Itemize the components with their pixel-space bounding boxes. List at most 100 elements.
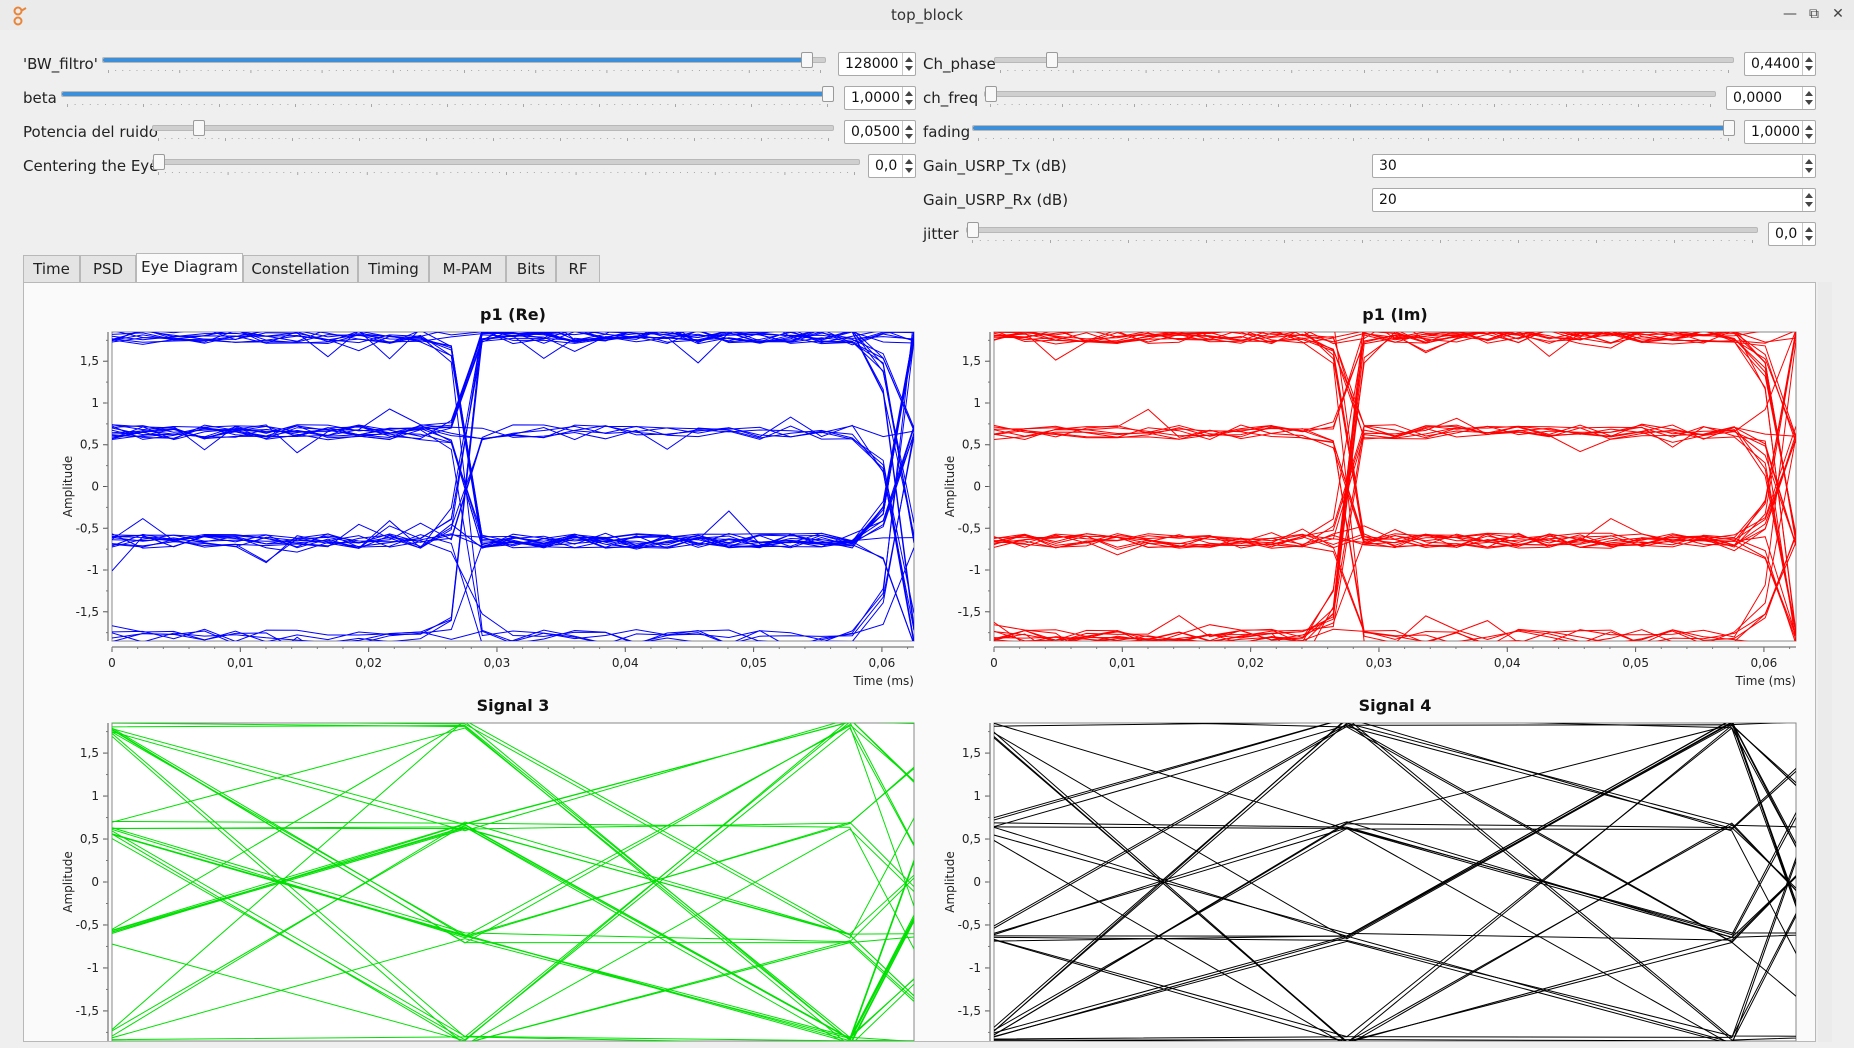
spin-up-icon[interactable] [1805,125,1813,130]
minimize-icon[interactable]: — [1783,6,1797,22]
jitter-slider-handle[interactable] [967,222,979,238]
plot-2: Signal 3 1,5 1 0,5 0 -0,5 -1 -1,5 Amplitude [61,696,915,1042]
eye-trace [112,833,914,1038]
potencia-ruido-spinbox[interactable]: 0,0500 [844,120,916,144]
fading-spinbox[interactable]: 1,0000 [1744,120,1816,144]
panel-scrollbar[interactable] [1818,282,1832,1042]
gain-rx-spinbox[interactable]: 20 [1372,188,1816,212]
title-bar: top_block — ⧉ ✕ [0,0,1854,30]
gain-tx-label: Gain_USRP_Tx (dB) [923,157,1067,175]
y-tick-label: -1,5 [76,605,99,619]
spin-up-icon[interactable] [905,125,913,130]
tab-constellation[interactable]: Constellation [243,255,358,282]
x-tick-label: 0,03 [1366,656,1393,670]
y-tick-label: -1,5 [76,1004,99,1018]
y-tick-label: -0,5 [76,918,99,932]
y-tick-label: 1 [91,789,99,803]
spin-up-icon[interactable] [1805,227,1813,232]
x-tick-label: 0,06 [1751,656,1778,670]
spin-down-icon[interactable] [1805,236,1813,241]
beta-spinbox[interactable]: 1,0000 [844,86,916,110]
centering-eye-slider-handle[interactable] [153,154,165,170]
beta-value: 1,0000 [851,90,900,106]
eye-trace [994,737,1796,1041]
ch-freq-slider-handle[interactable] [985,86,997,102]
eye-trace [994,427,1796,641]
jitter-slider[interactable] [966,222,1758,243]
x-tick-label: 0,05 [740,656,767,670]
spin-down-icon[interactable] [1805,134,1813,139]
ch-phase-spinbox[interactable]: 0,4400 [1744,52,1816,76]
eye-trace [286,723,914,939]
tab-bits[interactable]: Bits [506,255,556,282]
bw-filtro-label: 'BW_filtro' [23,55,98,73]
spin-up-icon[interactable] [905,91,913,96]
beta-slider[interactable] [61,86,834,107]
x-axis-label: Time (ms) [853,674,915,688]
centering-eye-slider[interactable] [152,154,860,175]
spin-down-icon[interactable] [905,66,913,71]
ch-phase-slider-handle[interactable] [1045,52,1058,68]
plot-title: p1 (Re) [480,305,546,324]
eye-trace [112,332,914,545]
eye-trace [112,723,914,1041]
spin-down-icon[interactable] [1805,168,1813,173]
eye-trace [994,724,1796,1041]
tab-psd[interactable]: PSD [80,255,136,282]
spin-up-icon[interactable] [1805,91,1813,96]
spin-up-icon[interactable] [905,57,913,62]
fading-slider-handle[interactable] [1723,120,1735,136]
x-tick-label: 0,01 [227,656,254,670]
eye-trace [112,332,902,564]
spin-up-icon[interactable] [905,159,913,164]
gain-tx-spinbox[interactable]: 30 [1372,154,1816,178]
spin-down-icon[interactable] [905,100,913,105]
y-tick-label: -0,5 [958,918,981,932]
tab-time[interactable]: Time [23,255,80,282]
tab-eye-diagram[interactable]: Eye Diagram [136,253,243,283]
x-tick-label: 0 [108,656,116,670]
eye-trace [994,826,1796,1041]
spin-down-icon[interactable] [905,168,913,173]
eye-diagram-panel: p1 (Re) 1,5 1 0,5 0 -0,5 -1 -1,5 Amplitude 0 0,01 0… [23,282,1816,1042]
spin-down-icon[interactable] [1805,66,1813,71]
y-tick-label: 1,5 [962,746,981,760]
bw-filtro-slider[interactable] [102,52,826,73]
restore-icon[interactable]: ⧉ [1809,6,1819,22]
spin-down-icon[interactable] [1805,202,1813,207]
jitter-value: 0,0 [1775,226,1798,242]
bw-filtro-spinbox[interactable]: 128000 [838,52,916,76]
ch-phase-slider[interactable] [994,52,1734,73]
spin-down-icon[interactable] [905,134,913,139]
spin-up-icon[interactable] [1805,57,1813,62]
eye-trace [1160,723,1796,997]
potencia-ruido-slider-handle[interactable] [193,120,206,136]
tab-rf[interactable]: RF [556,255,600,282]
centering-eye-label: Centering the Eye [23,157,159,175]
ch-freq-slider[interactable] [984,86,1716,107]
bw-filtro-slider-handle[interactable] [800,52,813,68]
potencia-ruido-slider[interactable] [152,120,834,141]
close-icon[interactable]: ✕ [1832,6,1844,22]
y-tick-label: -1 [87,563,99,577]
ch-freq-spinbox[interactable]: 0,0000 [1726,86,1816,110]
centering-eye-spinbox[interactable]: 0,0 [868,154,916,178]
jitter-spinbox[interactable]: 0,0 [1768,222,1816,246]
tab-m-pam[interactable]: M-PAM [429,255,506,282]
eye-trace [112,425,914,641]
spin-down-icon[interactable] [1805,100,1813,105]
eye-trace [112,425,914,614]
spin-up-icon[interactable] [1805,159,1813,164]
spin-up-icon[interactable] [1805,193,1813,198]
eye-trace [112,416,914,631]
eye-trace [112,723,914,1041]
plot-0: p1 (Re) 1,5 1 0,5 0 -0,5 -1 -1,5 Amplitude 0 0,01 0… [61,305,915,688]
eye-trace [994,424,1796,556]
x-tick-label: 0,06 [869,656,896,670]
tab-timing[interactable]: Timing [358,255,429,282]
beta-slider-handle[interactable] [822,86,834,102]
eye-trace [994,940,1722,1041]
y-tick-label: -1,5 [958,1004,981,1018]
x-tick-label: 0,05 [1622,656,1649,670]
fading-slider[interactable] [972,120,1735,141]
